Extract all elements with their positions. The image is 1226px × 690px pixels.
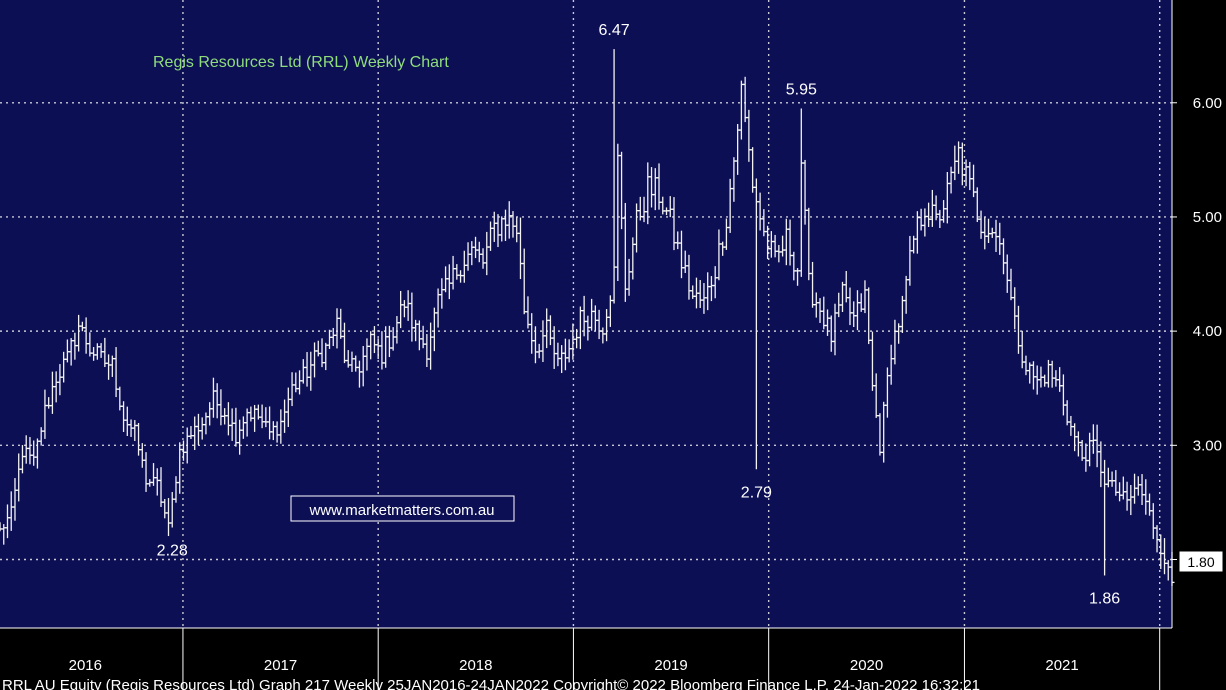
last-price-value: 1.80 [1187, 554, 1214, 570]
year-label: 2021 [1045, 657, 1078, 674]
year-label: 2016 [69, 657, 102, 674]
year-label: 2018 [459, 657, 492, 674]
y-tick-label: 4.00 [1193, 323, 1222, 340]
annotation-label: 1.86 [1089, 590, 1120, 607]
annotation-label: 2.28 [157, 543, 188, 560]
plot-background [0, 0, 1172, 628]
y-tick-label: 5.00 [1193, 209, 1222, 226]
right-axis-background [1172, 0, 1226, 628]
y-tick-label: 3.00 [1193, 437, 1222, 454]
last-price-tag: 1.80 [1178, 550, 1224, 573]
year-label: 2019 [654, 657, 687, 674]
y-tick-label: 6.00 [1193, 95, 1222, 112]
annotation-label: 5.95 [786, 81, 817, 98]
x-axis-years: 2016 2017 2018 2019 2020 2021 [69, 628, 1161, 690]
price-bars [0, 49, 1175, 587]
annotation-label: 6.47 [599, 22, 630, 39]
bottom-axis-background [0, 628, 1226, 690]
last-price-box [1178, 550, 1224, 573]
watermark-text: www.marketmatters.com.au [308, 502, 494, 519]
price-annotations: 6.47 5.95 2.79 2.28 1.86 [157, 22, 1121, 607]
footer-caption: RRL AU Equity (Regis Resources Ltd) Grap… [2, 677, 980, 690]
year-label: 2020 [850, 657, 883, 674]
grid-lines [0, 0, 1172, 628]
year-label: 2017 [264, 657, 297, 674]
annotation-label: 2.79 [741, 484, 772, 501]
watermark-box [290, 495, 515, 522]
chart-title: Regis Resources Ltd (RRL) Weekly Chart [153, 54, 449, 71]
